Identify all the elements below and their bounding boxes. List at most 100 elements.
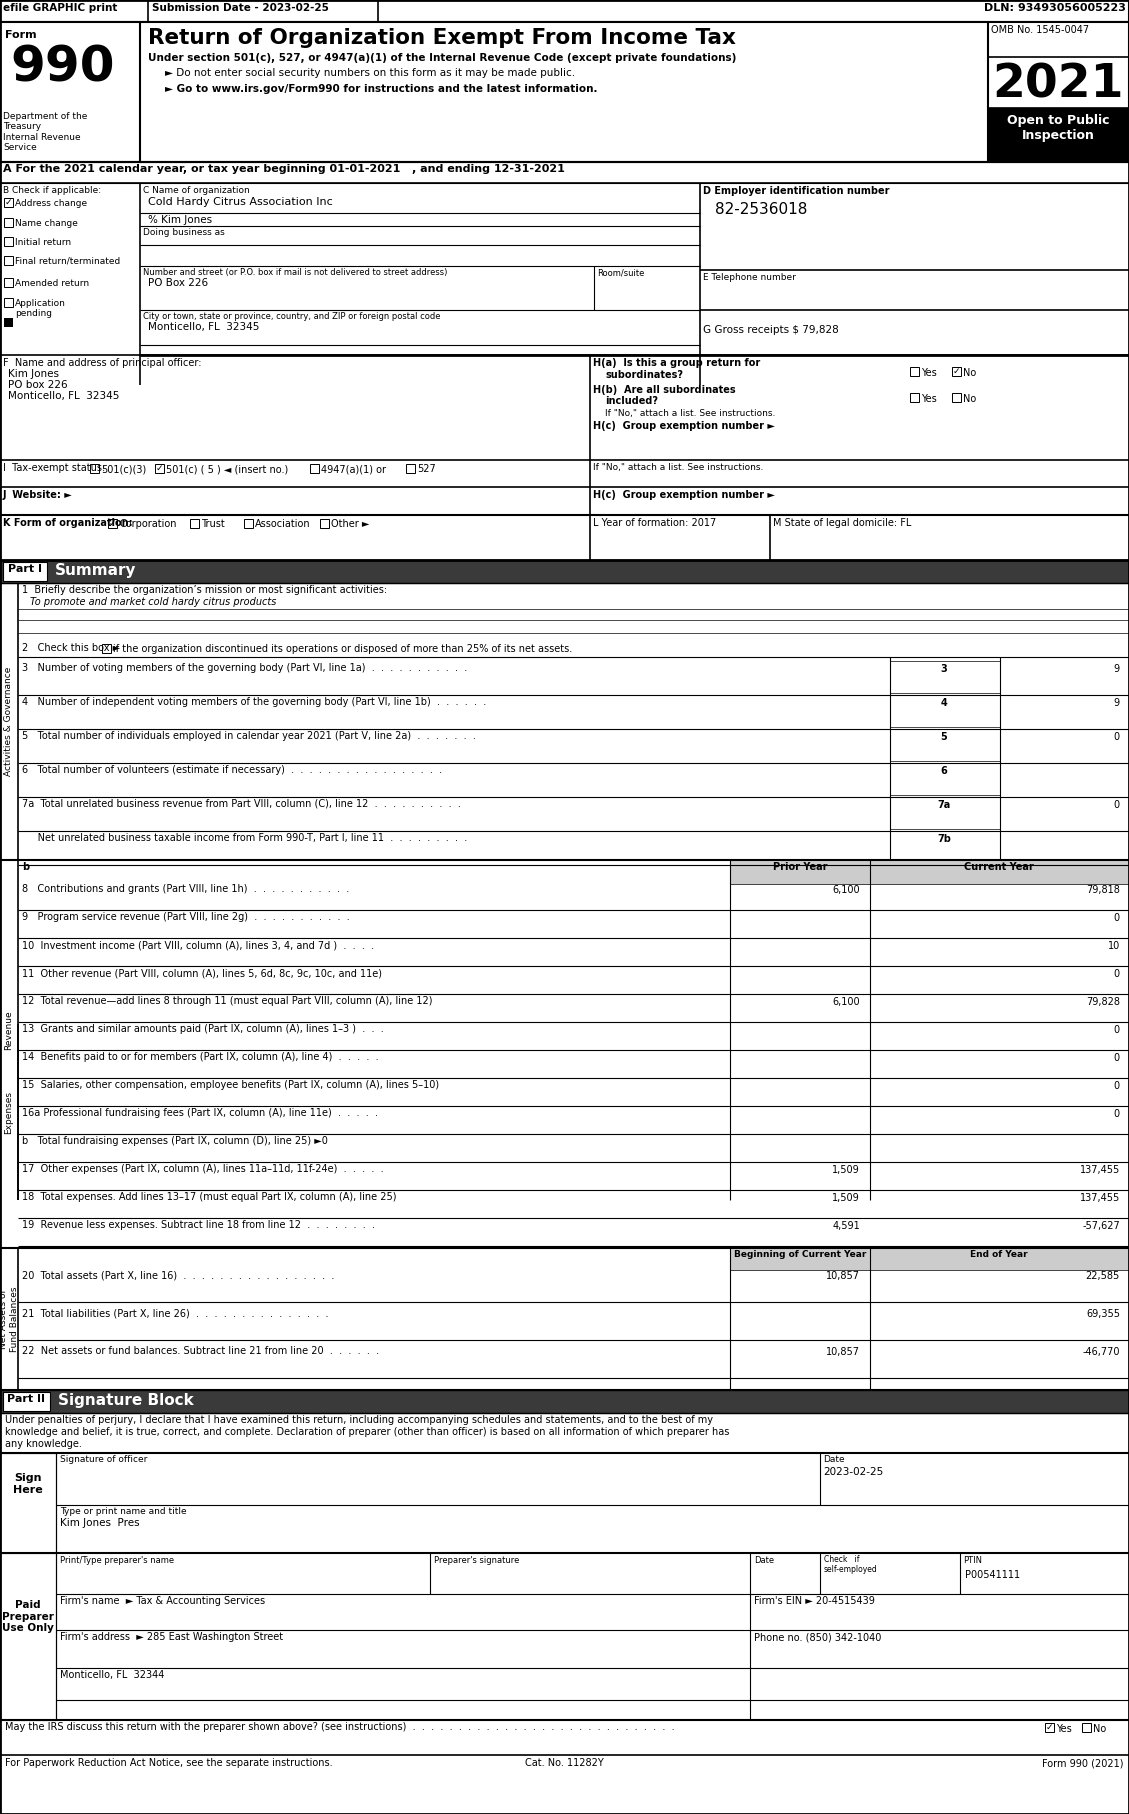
Text: End of Year: End of Year: [970, 1250, 1027, 1259]
Text: H(b)  Are all subordinates: H(b) Are all subordinates: [593, 385, 736, 395]
Bar: [0, 1553, 56, 1720]
Text: J  Website: ►: J Website: ►: [3, 490, 72, 501]
Text: ✓: ✓: [5, 198, 12, 207]
Text: OMB No. 1545-0047: OMB No. 1545-0047: [991, 25, 1089, 34]
Text: knowledge and belief, it is true, correct, and complete. Declaration of preparer: knowledge and belief, it is true, correc…: [5, 1428, 729, 1437]
Text: 14  Benefits paid to or for members (Part IX, column (A), line 4)  .  .  .  .  .: 14 Benefits paid to or for members (Part…: [21, 1052, 378, 1061]
Text: Monticello, FL  32345: Monticello, FL 32345: [148, 323, 260, 332]
Bar: [5, 256, 14, 265]
Text: Check   if
self-employed: Check if self-employed: [824, 1555, 877, 1575]
Bar: [5, 317, 14, 327]
Text: Cold Hardy Citrus Association Inc: Cold Hardy Citrus Association Inc: [148, 198, 333, 207]
Bar: [108, 519, 117, 528]
Text: 137,455: 137,455: [1079, 1194, 1120, 1203]
Text: Monticello, FL  32345: Monticello, FL 32345: [8, 392, 120, 401]
Text: E Telephone number: E Telephone number: [703, 272, 796, 281]
Text: 19  Revenue less expenses. Subtract line 18 from line 12  .  .  .  .  .  .  .  .: 19 Revenue less expenses. Subtract line …: [21, 1221, 375, 1230]
Text: -46,770: -46,770: [1083, 1348, 1120, 1357]
Text: G Gross receipts $ 79,828: G Gross receipts $ 79,828: [703, 325, 839, 336]
Bar: [406, 464, 415, 473]
Bar: [910, 366, 919, 375]
Bar: [730, 1248, 870, 1270]
Text: 10  Investment income (Part VIII, column (A), lines 3, 4, and 7d )  .  .  .  .: 10 Investment income (Part VIII, column …: [21, 940, 374, 951]
Text: 10: 10: [1108, 941, 1120, 951]
Text: 79,818: 79,818: [1086, 885, 1120, 894]
Text: if the organization discontinued its operations or disposed of more than 25% of : if the organization discontinued its ope…: [113, 644, 572, 655]
Text: Other ►: Other ►: [331, 519, 369, 530]
Text: Preparer's signature: Preparer's signature: [434, 1556, 519, 1565]
Text: subordinates?: subordinates?: [605, 370, 683, 379]
Text: Date: Date: [754, 1556, 774, 1565]
Bar: [5, 218, 14, 227]
Text: Paid
Preparer
Use Only: Paid Preparer Use Only: [2, 1600, 54, 1633]
Text: 2023-02-25: 2023-02-25: [823, 1468, 883, 1477]
Text: 18  Total expenses. Add lines 13–17 (must equal Part IX, column (A), line 25): 18 Total expenses. Add lines 13–17 (must…: [21, 1192, 396, 1203]
Text: -57,627: -57,627: [1083, 1221, 1120, 1232]
Bar: [890, 729, 1000, 762]
Text: Net Assets or
Fund Balances: Net Assets or Fund Balances: [0, 1286, 19, 1351]
Text: DLN: 93493056005223: DLN: 93493056005223: [984, 4, 1126, 13]
Text: 11  Other revenue (Part VIII, column (A), lines 5, 6d, 8c, 9c, 10c, and 11e): 11 Other revenue (Part VIII, column (A),…: [21, 969, 382, 978]
Text: Summary: Summary: [55, 562, 137, 579]
Text: b   Total fundraising expenses (Part IX, column (D), line 25) ►0: b Total fundraising expenses (Part IX, c…: [21, 1136, 327, 1146]
Text: Kim Jones: Kim Jones: [8, 368, 59, 379]
Bar: [952, 366, 961, 375]
Text: Expenses: Expenses: [5, 1090, 14, 1134]
Bar: [3, 1391, 50, 1411]
Text: Print/Type preparer's name: Print/Type preparer's name: [60, 1556, 174, 1565]
Text: H(c)  Group exemption number ►: H(c) Group exemption number ►: [593, 421, 774, 432]
Bar: [155, 464, 164, 473]
Text: C Name of organization: C Name of organization: [143, 187, 250, 194]
Text: Signature of officer: Signature of officer: [60, 1455, 148, 1464]
Text: 4,591: 4,591: [832, 1221, 860, 1232]
Text: A For the 2021 calendar year, or tax year beginning 01-01-2021   , and ending 12: A For the 2021 calendar year, or tax yea…: [3, 163, 564, 174]
Text: Date: Date: [823, 1455, 844, 1464]
Text: 1,509: 1,509: [832, 1194, 860, 1203]
Bar: [5, 278, 14, 287]
Bar: [5, 238, 14, 247]
Text: 527: 527: [417, 464, 436, 473]
Text: Type or print name and title: Type or print name and title: [60, 1507, 186, 1517]
Text: % Kim Jones: % Kim Jones: [148, 216, 212, 225]
Text: 0: 0: [1114, 912, 1120, 923]
Bar: [244, 519, 253, 528]
Text: Corporation: Corporation: [119, 519, 176, 530]
Text: 69,355: 69,355: [1086, 1310, 1120, 1319]
Text: 13  Grants and similar amounts paid (Part IX, column (A), lines 1–3 )  .  .  .: 13 Grants and similar amounts paid (Part…: [21, 1023, 384, 1034]
Text: 6   Total number of volunteers (estimate if necessary)  .  .  .  .  .  .  .  .  : 6 Total number of volunteers (estimate i…: [21, 766, 443, 775]
Text: 7a  Total unrelated business revenue from Part VIII, column (C), line 12  .  .  : 7a Total unrelated business revenue from…: [21, 798, 461, 809]
Text: Address change: Address change: [15, 200, 87, 209]
Text: 0: 0: [1114, 969, 1120, 980]
Bar: [0, 561, 1129, 582]
Bar: [0, 0, 1129, 22]
Text: P00541111: P00541111: [965, 1569, 1021, 1580]
Text: Form 990 (2021): Form 990 (2021): [1042, 1758, 1124, 1769]
Text: No: No: [963, 368, 977, 377]
Text: 6: 6: [940, 766, 947, 776]
Text: L Year of formation: 2017: L Year of formation: 2017: [593, 519, 716, 528]
Text: Number and street (or P.O. box if mail is not delivered to street address): Number and street (or P.O. box if mail i…: [143, 268, 447, 278]
Text: Revenue: Revenue: [5, 1010, 14, 1050]
Text: Cat. No. 11282Y: Cat. No. 11282Y: [525, 1758, 603, 1769]
Bar: [0, 161, 1129, 183]
Text: H(a)  Is this a group return for: H(a) Is this a group return for: [593, 357, 760, 368]
Text: 2021: 2021: [992, 63, 1123, 109]
Bar: [870, 1248, 1129, 1270]
Text: ► Go to www.irs.gov/Form990 for instructions and the latest information.: ► Go to www.irs.gov/Form990 for instruct…: [165, 83, 597, 94]
Text: B Check if applicable:: B Check if applicable:: [3, 187, 102, 194]
Bar: [890, 695, 1000, 727]
Text: Sign
Here: Sign Here: [14, 1473, 43, 1495]
Text: ✓: ✓: [1045, 1723, 1053, 1732]
Text: Under section 501(c), 527, or 4947(a)(1) of the Internal Revenue Code (except pr: Under section 501(c), 527, or 4947(a)(1)…: [148, 53, 736, 63]
Text: Phone no. (850) 342-1040: Phone no. (850) 342-1040: [754, 1633, 882, 1642]
Text: Department of the
Treasury
Internal Revenue
Service: Department of the Treasury Internal Reve…: [3, 112, 87, 152]
Text: 79,828: 79,828: [1086, 998, 1120, 1007]
Bar: [3, 562, 47, 580]
Text: Submission Date - 2023-02-25: Submission Date - 2023-02-25: [152, 4, 329, 13]
Text: Initial return: Initial return: [15, 238, 71, 247]
Text: Prior Year: Prior Year: [772, 862, 828, 873]
Text: Association: Association: [255, 519, 310, 530]
Text: Form: Form: [5, 31, 36, 40]
Text: Signature Block: Signature Block: [58, 1393, 194, 1408]
Text: 0: 0: [1114, 1108, 1120, 1119]
